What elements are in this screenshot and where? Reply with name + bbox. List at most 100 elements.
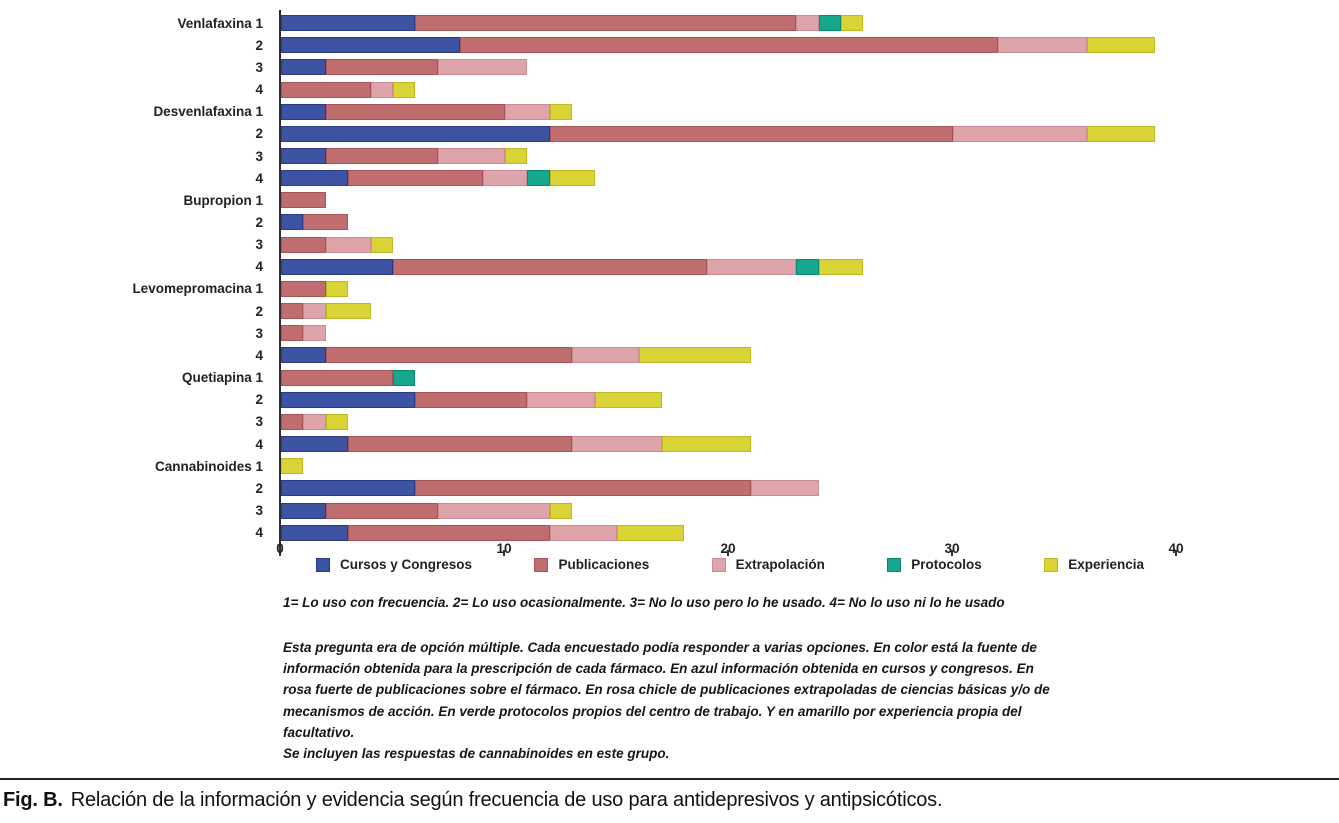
- row-label: 3: [255, 503, 263, 519]
- row-label: 3: [255, 148, 263, 164]
- bar-segment-experiencia: [661, 436, 752, 453]
- bar-segment-experiencia: [840, 15, 864, 32]
- bar-segment-experiencia: [325, 413, 349, 430]
- bar-segment-cursos-y-congresos: [281, 347, 326, 364]
- bar-segment-protocolos: [796, 258, 819, 275]
- legend-label: Cursos y Congresos: [340, 557, 473, 572]
- bar-segment-experiencia: [325, 280, 349, 297]
- bar-row: 2: [0, 211, 1339, 233]
- caption-prefix: Fig. B.: [3, 789, 63, 811]
- bar-segment-experiencia: [370, 236, 393, 253]
- bar-segment-publicaciones: [303, 214, 349, 231]
- legend-swatch-protocolos: [887, 557, 902, 572]
- stacked-bar: [281, 37, 1155, 54]
- x-tick-mark: [503, 550, 505, 556]
- bar-segment-extrapolacion: [572, 436, 662, 453]
- bar-row: Venlafaxina 1: [0, 12, 1339, 34]
- bar-row: 2: [0, 389, 1339, 411]
- row-label: 4: [255, 347, 263, 363]
- bar-row: Bupropion 1: [0, 189, 1339, 211]
- stacked-bar: [281, 81, 416, 98]
- bar-segment-publicaciones: [281, 236, 326, 253]
- bar-row: 4: [0, 167, 1339, 189]
- row-label: 2: [255, 214, 263, 230]
- x-tick-mark: [727, 550, 729, 556]
- stacked-bar: [281, 103, 573, 120]
- bar-segment-experiencia: [818, 258, 864, 275]
- bar-segment-experiencia: [549, 170, 595, 187]
- bar-segment-cursos-y-congresos: [281, 214, 304, 231]
- bar-segment-experiencia: [1087, 37, 1155, 54]
- legend-item: Protocolos: [887, 557, 982, 572]
- bar-segment-extrapolacion: [303, 325, 326, 342]
- legend-item: Cursos y Congresos: [316, 557, 472, 572]
- row-label: 4: [255, 82, 263, 98]
- bar-row: 3: [0, 499, 1339, 521]
- bar-segment-extrapolacion: [370, 81, 393, 98]
- bar-segment-publicaciones: [281, 413, 304, 430]
- stacked-bar: [281, 258, 864, 275]
- figure-description: Esta pregunta era de opción múltiple. Ca…: [283, 637, 1141, 764]
- description-line: facultativo.: [283, 724, 355, 740]
- bar-segment-extrapolacion: [325, 236, 371, 253]
- bar-segment-publicaciones: [325, 59, 438, 76]
- bar-segment-publicaciones: [460, 37, 998, 54]
- bar-segment-cursos-y-congresos: [281, 502, 326, 519]
- legend-label: Experiencia: [1068, 557, 1144, 572]
- row-label: 3: [255, 414, 263, 430]
- legend-item: Publicaciones: [534, 557, 649, 572]
- bar-segment-extrapolacion: [796, 15, 819, 32]
- scale-footnote: 1= Lo uso con frecuencia. 2= Lo uso ocas…: [283, 595, 1005, 610]
- caption-text: Relación de la información y evidencia s…: [70, 789, 943, 811]
- stacked-bar: [281, 391, 662, 408]
- bar-segment-extrapolacion: [706, 258, 797, 275]
- bar-segment-extrapolacion: [504, 103, 550, 120]
- bar-segment-experiencia: [549, 103, 573, 120]
- row-label: 3: [255, 237, 263, 253]
- legend-swatch-cursos-y-congresos: [316, 557, 330, 572]
- row-label: Desvenlafaxina 1: [153, 104, 263, 120]
- stacked-bar: [281, 303, 371, 320]
- row-label: 3: [255, 325, 263, 341]
- bar-segment-protocolos: [393, 369, 416, 386]
- bar-row: Levomepromacina 1: [0, 278, 1339, 300]
- stacked-bar: [281, 125, 1155, 142]
- row-label: Levomepromacina 1: [132, 281, 263, 297]
- bar-segment-publicaciones: [325, 103, 505, 120]
- bar-row: 3: [0, 56, 1339, 78]
- x-tick-label: 30: [944, 541, 960, 556]
- bar-segment-experiencia: [616, 524, 685, 541]
- legend-label: Publicaciones: [558, 557, 650, 572]
- bar-segment-publicaciones: [348, 524, 550, 541]
- stacked-bar: [281, 524, 685, 541]
- row-label: Cannabinoides 1: [154, 458, 263, 474]
- chart-legend: Cursos y Congresos Publicaciones Extrapola…: [316, 557, 1144, 572]
- bar-segment-publicaciones: [415, 480, 752, 497]
- figure-caption: Fig. B. Relación de la información y evid…: [3, 789, 1333, 812]
- bar-segment-extrapolacion: [997, 37, 1088, 54]
- bar-segment-experiencia: [392, 81, 416, 98]
- bar-segment-publicaciones: [325, 347, 573, 364]
- legend-label: Extrapolación: [735, 557, 825, 572]
- legend-swatch-publicaciones: [534, 557, 549, 572]
- bar-segment-extrapolacion: [572, 347, 640, 364]
- bar-segment-cursos-y-congresos: [281, 258, 393, 275]
- bar-segment-experiencia: [504, 148, 528, 165]
- bar-segment-experiencia: [594, 391, 662, 408]
- bar-segment-extrapolacion: [549, 524, 617, 541]
- stacked-bar: [281, 59, 528, 76]
- bar-segment-publicaciones: [348, 170, 483, 187]
- bar-segment-publicaciones: [393, 258, 707, 275]
- bar-segment-cursos-y-congresos: [281, 436, 349, 453]
- x-tick-mark: [1175, 550, 1177, 556]
- bar-segment-extrapolacion: [437, 148, 505, 165]
- x-tick-mark: [951, 550, 953, 556]
- bar-row: 4: [0, 433, 1339, 455]
- stacked-bar: [281, 192, 326, 209]
- bar-row: 4: [0, 522, 1339, 544]
- description-line: rosa fuerte de publicaciones sobre el fá…: [283, 682, 1050, 698]
- x-tick-label: 0: [276, 541, 284, 556]
- stacked-bar: [281, 436, 752, 453]
- bar-segment-extrapolacion: [303, 413, 326, 430]
- bar-segment-cursos-y-congresos: [281, 15, 416, 32]
